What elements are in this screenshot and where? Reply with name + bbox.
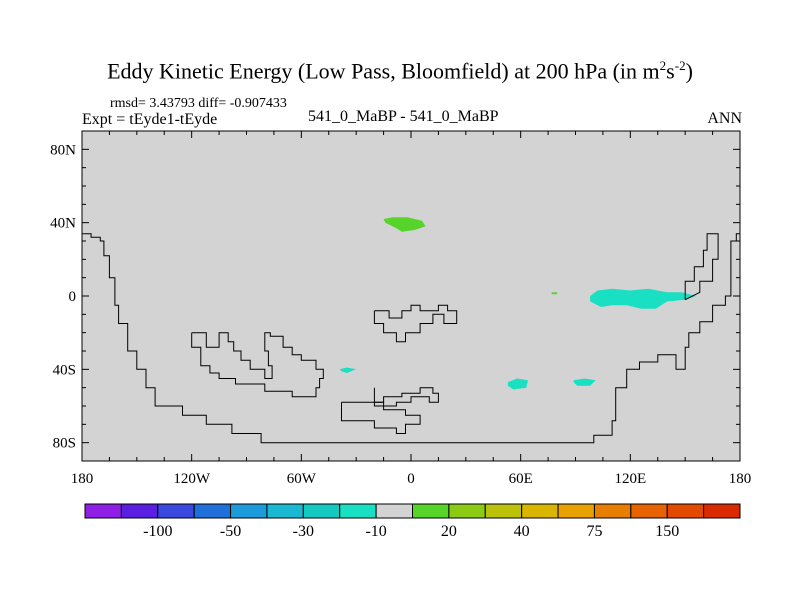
- anomaly-east-pacific: [339, 367, 357, 373]
- colorbar-box: [593, 503, 632, 519]
- colorbar-box: [375, 503, 414, 519]
- coastline-1: [684, 233, 719, 301]
- y-tick-label: 80S: [53, 436, 76, 452]
- colorbar-box: [339, 503, 377, 519]
- season-label: ANN: [707, 110, 742, 127]
- colorbar-label: -50: [220, 523, 241, 540]
- coastline-3: [373, 304, 458, 343]
- stats-label: rmsd= 3.43793 diff= -0.907433: [110, 96, 287, 111]
- colorbar-box: [302, 503, 341, 519]
- coastline-0: [82, 233, 740, 444]
- colorbar-box: [157, 503, 195, 519]
- x-tick-label: 120W: [173, 471, 211, 487]
- colorbar-box: [120, 503, 159, 519]
- colorbar-label: -10: [365, 523, 386, 540]
- anomaly-south-indian: [573, 378, 596, 386]
- anomaly-north-atlantic: [383, 217, 426, 232]
- y-tick-label: 40N: [50, 216, 76, 232]
- y-axis: 80N 40N 0 40S 80S: [50, 142, 740, 452]
- colorbar-label: -30: [293, 523, 314, 540]
- y-tick-label: 40S: [53, 362, 76, 378]
- colorbar-box: [84, 503, 122, 519]
- plot-area: [81, 130, 741, 462]
- colorbar-label: 75: [586, 523, 602, 540]
- colorbar: -100 -50 -30 -10 20 40 75 150: [84, 503, 741, 540]
- colorbar-label: 20: [441, 523, 457, 540]
- anomaly-west-pacific: [590, 288, 697, 309]
- anomaly-small-speck: [551, 292, 558, 295]
- colorbar-box: [666, 503, 705, 519]
- colorbar-box: [630, 503, 668, 519]
- coastline-5: [341, 401, 421, 434]
- colorbar-box: [521, 503, 559, 519]
- x-axis: 180 120W 60W 0 60E 120E 180: [71, 131, 752, 487]
- experiment-label: Expt = tEyde1-tEyde: [82, 111, 218, 128]
- x-tick-label: 120E: [614, 471, 646, 487]
- coastline-2: [191, 332, 324, 398]
- x-tick-label: 60W: [287, 471, 317, 487]
- y-tick-label: 0: [69, 289, 77, 305]
- colorbar-label: -100: [143, 523, 172, 540]
- colorbar-box: [266, 503, 304, 519]
- anomaly-indian-ocean: [507, 378, 528, 390]
- colorbar-box: [412, 503, 450, 519]
- x-tick-label: 180: [71, 471, 94, 487]
- colorbar-box: [484, 503, 523, 519]
- x-tick-label: 60E: [509, 471, 533, 487]
- x-tick-label: 0: [407, 471, 415, 487]
- colorbar-label: 150: [655, 523, 679, 540]
- coastline-4: [373, 387, 439, 407]
- colorbar-box: [703, 503, 741, 519]
- colorbar-box: [557, 503, 595, 519]
- colorbar-label: 40: [514, 523, 530, 540]
- x-tick-label: 180: [729, 471, 752, 487]
- y-tick-label: 80N: [50, 142, 76, 158]
- colorbar-box: [193, 503, 232, 519]
- colorbar-box: [230, 503, 268, 519]
- chart-title: Eddy Kinetic Energy (Low Pass, Bloomfiel…: [107, 58, 693, 84]
- case-label: 541_0_MaBP - 541_0_MaBP: [308, 108, 499, 125]
- colorbar-box: [448, 503, 486, 519]
